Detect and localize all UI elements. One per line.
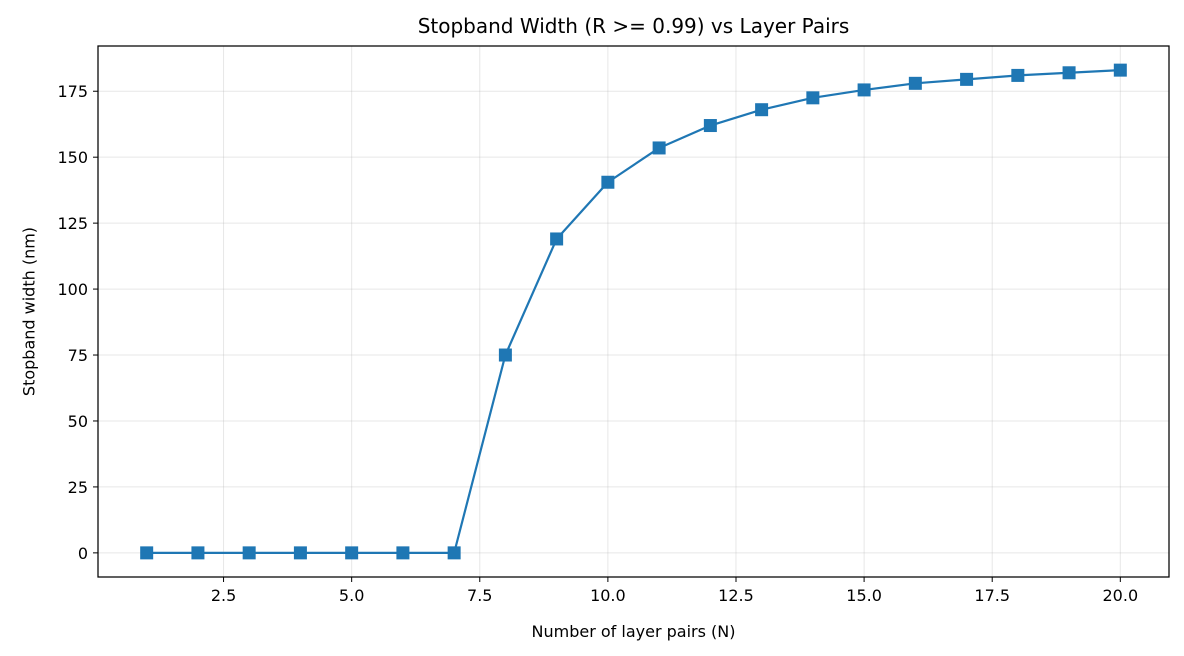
data-point-marker — [601, 175, 615, 189]
series — [140, 63, 1127, 560]
data-point-marker — [1062, 66, 1076, 80]
x-tick-label: 7.5 — [467, 586, 492, 605]
x-tick-label: 17.5 — [974, 586, 1010, 605]
y-tick-label: 175 — [57, 82, 88, 101]
data-point-marker — [806, 91, 820, 105]
y-tick-label: 75 — [68, 346, 88, 365]
y-tick-label: 100 — [57, 280, 88, 299]
x-tick-label: 5.0 — [339, 586, 364, 605]
data-point-marker — [498, 348, 512, 362]
y-tick-label: 0 — [78, 544, 88, 563]
x-tick-label: 10.0 — [590, 586, 626, 605]
x-tick-label: 2.5 — [211, 586, 236, 605]
data-point-marker — [960, 72, 974, 86]
data-point-marker — [293, 546, 307, 560]
series-line — [146, 69, 1121, 554]
y-tick-label: 125 — [57, 214, 88, 233]
x-tick-label: 15.0 — [846, 586, 882, 605]
ticks: 2.5 5.0 7.5 10.0 12.5 15.0 17.5 20.0 0 25 50 75 100 1… — [57, 82, 1138, 605]
x-axis-label: Number of layer pairs (N) — [532, 622, 736, 641]
data-point-marker — [703, 119, 717, 133]
data-point-marker — [191, 546, 205, 560]
grid — [98, 46, 1169, 577]
data-point-marker — [908, 76, 922, 90]
plot-frame — [97, 45, 1170, 578]
data-point-marker — [345, 546, 359, 560]
data-point-marker — [857, 83, 871, 97]
x-tick-label: 12.5 — [718, 586, 754, 605]
data-point-marker — [447, 546, 461, 560]
y-tick-label: 150 — [57, 148, 88, 167]
chart-title: Stopband Width (R >= 0.99) vs Layer Pair… — [418, 14, 850, 38]
data-point-marker — [550, 232, 564, 246]
y-tick-label: 50 — [68, 412, 88, 431]
data-point-marker — [652, 141, 666, 155]
y-tick-label: 25 — [68, 478, 88, 497]
data-point-marker — [1113, 63, 1127, 77]
x-tick-label: 20.0 — [1103, 586, 1139, 605]
data-point-marker — [140, 546, 154, 560]
y-axis-label: Stopband width (nm) — [20, 227, 39, 396]
data-point-marker — [755, 103, 769, 117]
data-point-marker — [242, 546, 256, 560]
data-point-marker — [1011, 68, 1025, 82]
data-point-marker — [396, 546, 410, 560]
